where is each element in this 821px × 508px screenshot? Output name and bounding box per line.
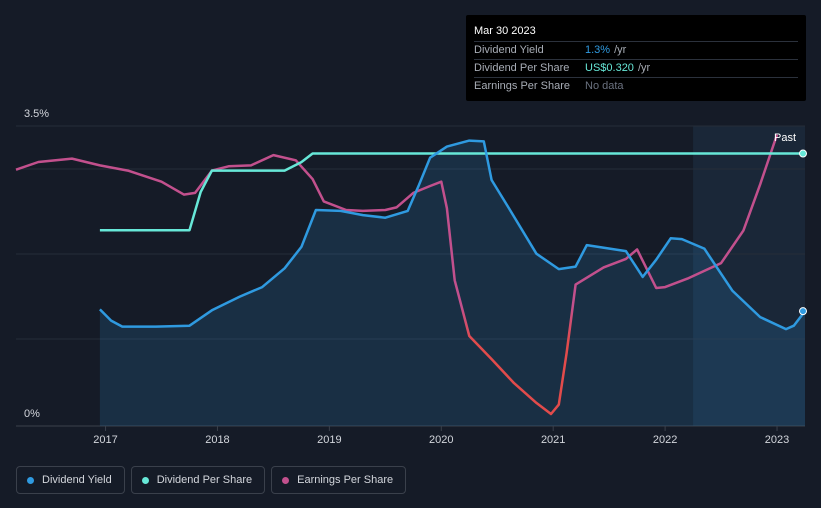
legend-dot-icon xyxy=(141,476,149,484)
x-tick-label: 2019 xyxy=(317,434,341,446)
earnings-per-share-line xyxy=(15,134,779,416)
x-tick-label: 2020 xyxy=(429,434,453,446)
legend-item-earnings-per-share[interactable]: Earnings Per Share xyxy=(271,466,407,494)
tooltip-value: US$0.320 xyxy=(585,62,634,74)
legend-label: Dividend Yield xyxy=(42,474,112,486)
legend-item-dividend-yield[interactable]: Dividend Yield xyxy=(16,466,125,494)
past-region-label: Past xyxy=(774,132,797,144)
tooltip-row-dividend-per-share: Dividend Per Share US$0.320 /yr xyxy=(474,60,798,78)
dividend-yield-end-marker xyxy=(799,307,807,316)
x-tick-label: 2023 xyxy=(765,434,789,446)
x-tick-label: 2018 xyxy=(205,434,229,446)
tooltip-row-dividend-yield: Dividend Yield 1.3% /yr xyxy=(474,42,798,60)
tooltip-value: 1.3% xyxy=(585,44,611,56)
hover-tooltip: Mar 30 2023 Dividend Yield 1.3% /yr Divi… xyxy=(466,15,806,101)
dividend-yield-area xyxy=(99,140,805,426)
x-tick-label: 2022 xyxy=(653,434,677,446)
dividend-yield-line xyxy=(99,139,806,331)
chart-legend: Dividend Yield Dividend Per Share Earnin… xyxy=(16,466,407,494)
x-tick-label: 2021 xyxy=(541,434,565,446)
legend-dot-icon xyxy=(27,476,34,484)
tooltip-unit: /yr xyxy=(614,44,627,56)
y-axis-max-label: 3.5% xyxy=(24,108,50,120)
dividend-per-share-line xyxy=(99,152,805,232)
legend-label: Dividend Per Share xyxy=(156,474,253,486)
x-tick-label: 2017 xyxy=(93,434,117,446)
gridlines xyxy=(16,125,805,427)
tooltip-label: Dividend Per Share xyxy=(474,62,570,74)
legend-item-dividend-per-share[interactable]: Dividend Per Share xyxy=(130,466,266,494)
past-region-band xyxy=(693,126,805,426)
tooltip-row-earnings-per-share: Earnings Per Share No data xyxy=(474,78,798,95)
legend-label: Earnings Per Share xyxy=(297,474,394,486)
y-axis-min-label: 0% xyxy=(24,408,40,420)
tooltip-value: No data xyxy=(585,80,624,92)
x-axis-ticks: 2017 2018 2019 2020 2021 2022 2023 xyxy=(93,426,789,446)
legend-dot-icon xyxy=(282,476,290,484)
tooltip-label: Earnings Per Share xyxy=(474,80,570,92)
tooltip-unit: /yr xyxy=(637,62,651,74)
dividend-per-share-end-marker xyxy=(799,149,807,158)
tooltip-date: Mar 30 2023 xyxy=(474,23,798,42)
tooltip-label: Dividend Yield xyxy=(474,44,544,56)
